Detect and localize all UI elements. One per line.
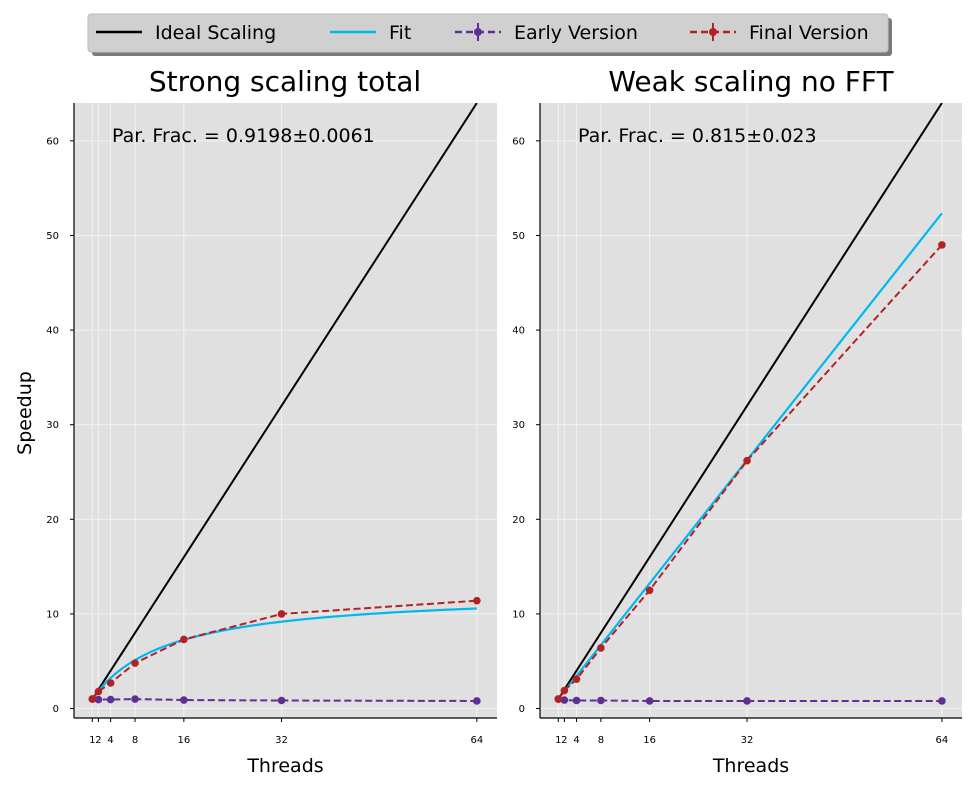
series-early-version-point <box>938 697 946 705</box>
y-tick-label: 20 <box>46 515 59 526</box>
x-tick-label: 8 <box>132 735 138 746</box>
series-fit-line <box>91 607 477 700</box>
series-ideal-scaling-line <box>557 103 943 700</box>
plot-area <box>74 103 497 718</box>
series-final-version-point <box>572 675 581 684</box>
y-tick-label: 40 <box>512 326 525 337</box>
panel-1: 1 2 4 8 16 32 64 0 10 20 30 40 50 60 Strong scaling to… <box>14 65 497 777</box>
chart-title: Strong scaling total <box>149 65 421 98</box>
series-final-version-point <box>277 610 286 618</box>
series-final-version-point <box>131 659 139 667</box>
y-tick-label: 30 <box>512 420 525 431</box>
x-tick-label: 2 <box>561 735 567 746</box>
x-tick-label: 4 <box>107 735 113 746</box>
series-early-version-point <box>94 695 103 704</box>
series-final-version-point <box>597 644 605 652</box>
x-tick-label: 8 <box>598 735 604 746</box>
x-tick-label: 4 <box>573 735 579 746</box>
x-axis-label: Threads <box>712 755 789 777</box>
series-final-version-point <box>88 695 97 703</box>
series-group <box>554 103 946 705</box>
series-final-version-point <box>106 679 115 687</box>
y-tick-label: 10 <box>46 609 59 620</box>
plot-area <box>540 103 962 718</box>
x-tick-label: 16 <box>643 735 656 746</box>
series-final-version-point <box>180 635 188 644</box>
y-tick-label: 50 <box>512 231 525 242</box>
series-final-version-point <box>560 686 569 695</box>
y-tick-label: 50 <box>46 231 59 242</box>
x-tick-label: 16 <box>178 735 191 746</box>
chart-title: Weak scaling no FFT <box>608 65 894 98</box>
x-tick-label: 64 <box>936 735 949 746</box>
legend-marker-early-version <box>474 28 482 36</box>
legend-label-fit: Fit <box>389 22 411 44</box>
series-final-version-point <box>938 241 946 249</box>
y-tick-label: 0 <box>53 704 59 715</box>
series-group <box>88 103 481 705</box>
x-axis-label: Threads <box>246 755 323 777</box>
y-tick-label: 20 <box>512 515 525 526</box>
y-tick-label: 10 <box>512 609 525 620</box>
series-final-version-point <box>743 456 751 465</box>
annotation-par-frac: Par. Frac. = 0.815±0.023 <box>578 125 817 147</box>
y-axis-label: Speedup <box>14 371 36 455</box>
series-early-version-point <box>180 696 188 704</box>
series-early-version-point <box>473 697 481 705</box>
annotation-par-frac: Par. Frac. = 0.9198±0.0061 <box>112 125 375 147</box>
y-tick-label: 0 <box>519 704 525 715</box>
legend: Ideal Scaling Fit Early Version Final Versi… <box>87 13 892 56</box>
legend-label-final-version: Final Version <box>749 22 869 44</box>
series-early-version-point <box>277 696 286 705</box>
series-early-version-point <box>572 696 581 705</box>
legend-marker-final-version <box>709 28 717 36</box>
x-tick-label: 64 <box>470 735 483 746</box>
legend-label-ideal-scaling: Ideal Scaling <box>155 22 276 44</box>
y-tick-label: 60 <box>46 136 59 147</box>
series-final-version-point <box>473 596 481 605</box>
y-tick-label: 40 <box>46 326 59 337</box>
x-tick-label: 32 <box>275 735 288 746</box>
series-final-version-point <box>94 687 103 696</box>
series-early-version-point <box>743 697 751 705</box>
series-early-version-point <box>645 697 654 705</box>
x-tick-label: 1 <box>555 735 561 746</box>
series-ideal-scaling-line <box>91 103 478 700</box>
series-early-version-point <box>106 695 115 704</box>
series-early-version-point <box>597 696 605 705</box>
x-tick-label: 2 <box>95 735 101 746</box>
y-tick-label: 60 <box>512 136 525 147</box>
series-early-version-point <box>560 696 569 704</box>
series-early-version-point <box>131 695 139 703</box>
y-tick-label: 30 <box>46 420 59 431</box>
series-final-version-point <box>554 695 563 703</box>
series-final-version-point <box>645 586 654 595</box>
panel-2: 1 2 4 8 16 32 64 0 10 20 30 40 50 60 Weak scaling no F… <box>512 65 962 777</box>
x-tick-label: 1 <box>89 735 95 746</box>
x-tick-label: 32 <box>741 735 754 746</box>
legend-label-early-version: Early Version <box>514 22 638 44</box>
